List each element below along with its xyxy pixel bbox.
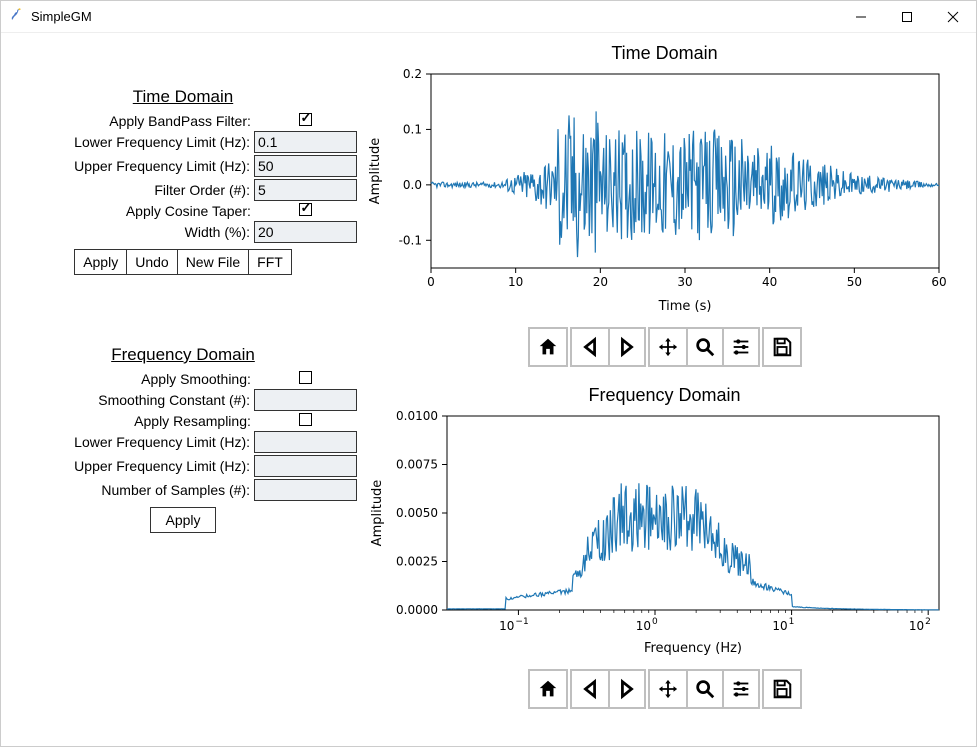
right-panel: Time Domain 0102030405060-0.10.00.10.2Ti… [361,33,976,727]
nsamp-input[interactable] [254,479,357,501]
svg-text:30: 30 [677,275,692,289]
window-title: SimpleGM [31,9,92,24]
time-chart-title: Time Domain [361,43,968,64]
svg-text:0.0000: 0.0000 [396,603,438,617]
order-label: Filter Order (#): [9,182,254,198]
svg-text:0: 0 [652,617,658,627]
svg-text:10: 10 [636,619,651,633]
svg-text:Time (s): Time (s) [658,299,712,314]
order-input[interactable] [254,179,357,201]
minimize-button[interactable] [838,1,884,33]
maximize-button[interactable] [884,1,930,33]
pan-icon[interactable] [650,671,686,707]
home-icon[interactable] [530,329,566,365]
svg-text:10: 10 [508,275,523,289]
freq-mpl-toolbar [361,669,968,709]
save-icon[interactable] [764,671,800,707]
taper-checkbox[interactable] [299,203,312,216]
undo-button[interactable]: Undo [126,249,177,275]
pan-icon[interactable] [650,329,686,365]
fupfreq-label: Upper Frequency Limit (Hz): [9,458,254,474]
svg-text:0.0050: 0.0050 [396,506,438,520]
close-button[interactable] [930,1,976,33]
nsamp-label: Number of Samples (#): [9,482,254,498]
bandpass-checkbox[interactable] [299,113,312,126]
flowfreq-label: Lower Frequency Limit (Hz): [9,434,254,450]
titlebar: SimpleGM [1,1,976,33]
svg-text:10: 10 [499,619,514,633]
lowfreq-input[interactable] [254,131,357,153]
time-mpl-toolbar [361,327,968,367]
config-icon[interactable] [722,671,758,707]
zoom-icon[interactable] [686,671,722,707]
svg-text:0.0025: 0.0025 [396,555,438,569]
svg-text:0.0075: 0.0075 [396,458,438,472]
fupfreq-input[interactable] [254,455,357,477]
width-label: Width (%): [9,224,254,240]
svg-text:20: 20 [593,275,608,289]
config-icon[interactable] [722,329,758,365]
freq-chart-block: Frequency Domain 0.0000 0.0025 0.0050 0.007… [361,385,968,709]
back-icon[interactable] [572,671,608,707]
save-icon[interactable] [764,329,800,365]
lowfreq-label: Lower Frequency Limit (Hz): [9,134,254,150]
left-panel: Time Domain Apply BandPass Filter: Lower… [1,33,361,727]
upfreq-input[interactable] [254,155,357,177]
svg-text:Frequency (Hz): Frequency (Hz) [644,641,742,656]
flowfreq-input[interactable] [254,431,357,453]
fft-button[interactable]: FFT [248,249,292,275]
smoothconst-input[interactable] [254,389,357,411]
svg-text:-0.1: -0.1 [399,233,422,247]
svg-text:2: 2 [925,617,931,627]
home-icon[interactable] [530,671,566,707]
svg-text:40: 40 [762,275,777,289]
forward-icon[interactable] [608,329,644,365]
svg-text:Amplitude: Amplitude [368,138,383,205]
svg-text:10: 10 [909,619,924,633]
app-icon [9,7,25,26]
taper-label: Apply Cosine Taper: [9,203,255,219]
svg-text:50: 50 [847,275,862,289]
time-panel-title: Time Domain [9,87,357,107]
svg-text:0: 0 [427,275,435,289]
svg-text:60: 60 [931,275,946,289]
freq-chart-title: Frequency Domain [361,385,968,406]
time-chart: 0 10 20 30 40 50 60 -0.1 0.0 0.1 0.2 Time (s) Amplit… [361,68,951,318]
forward-icon[interactable] [608,671,644,707]
back-icon[interactable] [572,329,608,365]
freq-panel-title: Frequency Domain [9,345,357,365]
upfreq-label: Upper Frequency Limit (Hz): [9,158,254,174]
newfile-button[interactable]: New File [177,249,249,275]
apply-button[interactable]: Apply [74,249,127,275]
freq-apply-button[interactable]: Apply [150,507,215,533]
svg-text:10: 10 [772,619,787,633]
smooth-label: Apply Smoothing: [9,371,255,387]
svg-text:0.2: 0.2 [403,68,422,81]
app-window: SimpleGM Time Domain Apply BandPass Filt… [0,0,977,747]
bandpass-label: Apply BandPass Filter: [9,113,255,129]
resample-label: Apply Resampling: [9,413,255,429]
svg-text:−1: −1 [515,617,528,627]
resample-checkbox[interactable] [299,413,312,426]
smooth-checkbox[interactable] [299,371,312,384]
zoom-icon[interactable] [686,329,722,365]
freq-chart: 0.00000.00250.00500.00750.010010−1100101… [361,410,951,660]
svg-text:1: 1 [789,617,795,627]
svg-text:Amplitude: Amplitude [370,480,385,547]
svg-text:0.0: 0.0 [403,178,422,192]
svg-text:0.1: 0.1 [403,122,422,136]
time-chart-block: Time Domain 0 10 20 30 40 50 60 -0.1 0.0 0.1 0.2 Ti… [361,43,968,367]
smoothconst-label: Smoothing Constant (#): [9,392,254,408]
width-input[interactable] [254,221,357,243]
svg-text:0.0100: 0.0100 [396,410,438,423]
